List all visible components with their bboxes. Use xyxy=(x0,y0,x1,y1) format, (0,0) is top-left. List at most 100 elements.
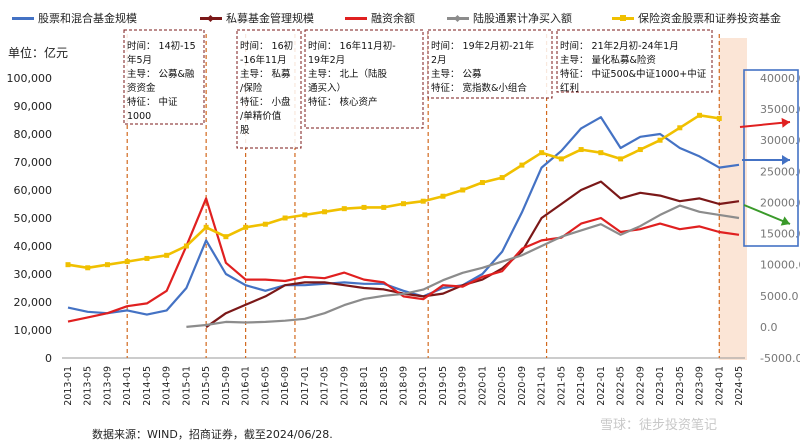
series-line xyxy=(67,116,740,316)
series-point xyxy=(243,224,249,230)
x-tick-label: 2024-01 xyxy=(714,366,725,406)
x-tick-label: 2014-01 xyxy=(122,366,133,406)
annotation-line: 通买入） xyxy=(308,83,347,94)
x-tick-label: 2014-09 xyxy=(162,366,173,406)
legend-swatch xyxy=(345,16,367,20)
annotation-line: 资资金 xyxy=(127,83,156,94)
x-tick-label: 2018-09 xyxy=(399,366,410,406)
trend-arrow-head xyxy=(780,216,790,226)
y-left-tick-label: 50,000 xyxy=(14,212,53,225)
watermark: 雪球：徒步投资笔记 xyxy=(600,418,718,433)
series-point xyxy=(420,198,426,204)
annotation-line: 股 xyxy=(240,125,250,136)
annotation-line: 时间： 14初-15 xyxy=(127,41,196,52)
series-point xyxy=(479,180,485,186)
annotation-box-4: 时间： 19年2月初-21年 2月 主导： 公募 特征： 宽指数&小组合 xyxy=(428,38,552,98)
annotation-line: 主导： 私募 xyxy=(240,69,291,80)
annotation-line: 特征： 宽指数&小组合 xyxy=(431,83,527,94)
legend-swatch xyxy=(447,14,469,22)
legend-label: 股票和混合基金规模 xyxy=(38,12,137,25)
forecast-shaded-region xyxy=(719,38,747,360)
y-left-tick-label: 100,000 xyxy=(7,72,53,85)
annotation-line: 时间： 19年2月初-21年 xyxy=(431,41,535,52)
y-left-tick-label: 40,000 xyxy=(14,240,53,253)
y-left-tick-label: 70,000 xyxy=(14,156,53,169)
series-point xyxy=(85,265,91,271)
legend-label: 私募基金管理规模 xyxy=(226,12,314,25)
series-point xyxy=(401,201,406,207)
x-tick-label: 2021-01 xyxy=(537,366,548,406)
legend-item-margin-balance: 融资余额 xyxy=(345,10,415,26)
annotation-border xyxy=(123,29,205,125)
legend-item-insurance: 保险资金股票和证券投资基金 xyxy=(612,10,781,26)
legend-swatch xyxy=(200,14,222,22)
annotation-line: 特征： 中证1000 xyxy=(127,97,178,122)
x-tick-label: 2017-05 xyxy=(320,366,331,406)
x-tick-label: 2020-01 xyxy=(477,366,488,406)
annotation-border xyxy=(236,29,302,149)
series-point xyxy=(519,162,525,168)
x-tick-label: 2022-05 xyxy=(616,366,627,406)
x-tick-label: 2013-01 xyxy=(63,366,74,406)
series-point xyxy=(223,234,229,240)
series-point xyxy=(618,156,624,162)
legend-swatch xyxy=(612,14,634,21)
annotation-line: 红利 xyxy=(560,83,580,94)
series-point xyxy=(65,262,71,268)
series-point xyxy=(203,224,209,230)
series-point xyxy=(558,156,564,162)
series-point xyxy=(124,259,130,265)
x-tick-label: 2016-01 xyxy=(241,366,252,406)
x-tick-label: 2019-09 xyxy=(458,366,469,406)
x-tick-label: 2018-05 xyxy=(379,366,390,406)
x-tick-label: 2023-01 xyxy=(655,366,666,406)
y-right-tick-label: 30000.0 xyxy=(760,134,800,147)
series-point xyxy=(598,150,604,156)
trend-arrow-shaft xyxy=(743,204,791,225)
x-tick-label: 2020-09 xyxy=(517,366,528,406)
annotation-line: 时间： 16年11月初- xyxy=(308,41,396,52)
annotation-line: -16年11月 xyxy=(240,55,287,66)
annotation-line: 年5月 xyxy=(127,55,153,66)
trend-arrow-head xyxy=(782,155,790,165)
series-point xyxy=(637,147,643,153)
series-point xyxy=(361,204,367,210)
annotation-line: 特征： 小盘 xyxy=(240,97,291,108)
legend-label: 融资余额 xyxy=(371,12,415,25)
series-point xyxy=(677,125,683,131)
x-tick-label: 2021-05 xyxy=(556,366,567,406)
legend-item-equity-funds: 股票和混合基金规模 xyxy=(12,10,137,26)
unit-label: 单位：亿元 xyxy=(8,46,69,60)
legend-label: 陆股通累计净买入额 xyxy=(473,12,572,25)
source-note: 数据来源：WIND，招商证券，截至2024/06/28. xyxy=(92,428,333,441)
legend-swatch xyxy=(12,16,34,20)
series-line xyxy=(67,114,720,270)
series-point xyxy=(302,212,308,218)
x-tick-label: 2023-09 xyxy=(695,366,706,406)
x-tick-label: 2015-09 xyxy=(221,366,232,406)
y-right-tick-label: 25000.0 xyxy=(760,165,800,178)
annotation-border xyxy=(427,29,553,99)
series-point xyxy=(104,262,110,268)
series-point xyxy=(499,175,505,181)
y-left-tick-label: 20,000 xyxy=(14,296,53,309)
series-point xyxy=(341,206,347,212)
series-point xyxy=(657,137,663,143)
series-point xyxy=(460,187,466,193)
series-point xyxy=(183,243,189,249)
y-left-tick-label: 0 xyxy=(45,352,52,365)
annotation-line: /保险 xyxy=(240,83,263,94)
annotation-box-5: 时间： 21年2月初-24年1月 主导： 量化私募&险资 特征： 中证500&中… xyxy=(557,38,712,98)
x-tick-label: 2024-05 xyxy=(734,366,745,406)
annotation-line: 时间： 16初 xyxy=(240,41,294,52)
annotation-line: 19年2月 xyxy=(308,55,346,66)
series-point xyxy=(322,209,328,215)
annotation-line: 主导： 量化私募&险资 xyxy=(560,55,656,66)
x-tick-label: 2022-01 xyxy=(596,366,607,406)
y-right-tick-label: -5000.0 xyxy=(760,352,800,365)
annotation-line: 特征： 核心资产 xyxy=(308,97,378,108)
annotation-box-2: 时间： 16初 -16年11月 主导： 私募 /保险 特征： 小盘 /单精价值 … xyxy=(237,38,301,140)
annotation-line: 主导： 北上（陆股 xyxy=(308,69,388,80)
legend-item-private-funds: 私募基金管理规模 xyxy=(200,10,314,26)
